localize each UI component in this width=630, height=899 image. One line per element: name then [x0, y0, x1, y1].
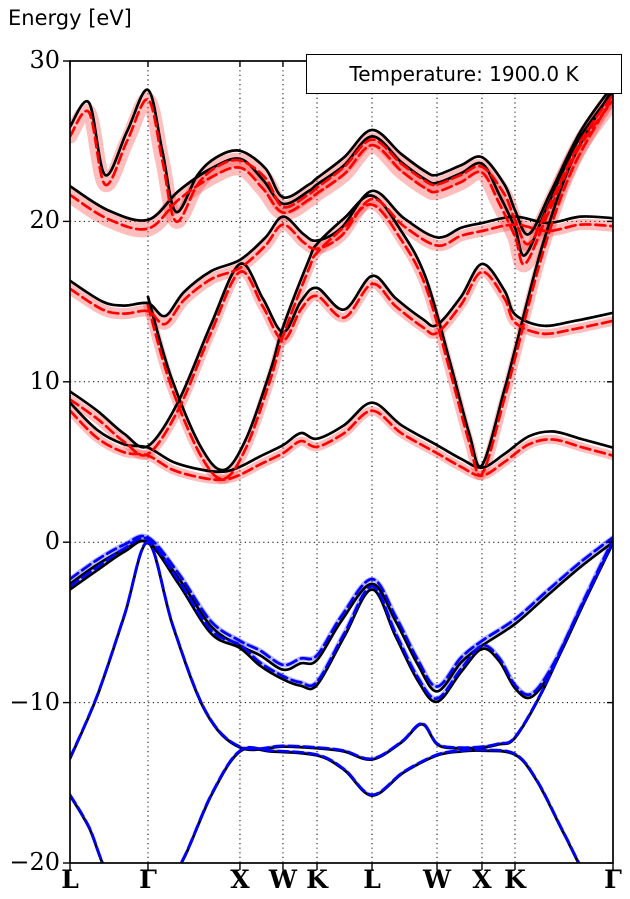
- c4-renormalized: [70, 197, 613, 326]
- c6-renormalized: [70, 98, 613, 266]
- v3-bare: [70, 539, 613, 704]
- band-curves: [70, 83, 613, 863]
- y-tick-label: −20: [9, 847, 60, 876]
- c4-bare: [70, 189, 613, 318]
- c1-renormalized: [70, 409, 613, 482]
- y-tick-label: −10: [9, 687, 60, 716]
- x-tick-label: Γ: [139, 865, 157, 894]
- y-tick-label: 10: [29, 366, 60, 395]
- x-tick-label: Γ: [604, 865, 622, 894]
- v2-broadening: [70, 540, 613, 761]
- v2-renormalized: [70, 540, 613, 761]
- v3-renormalized: [70, 536, 613, 700]
- y-axis-title: Energy [eV]: [8, 6, 132, 30]
- x-tick-label: W: [268, 865, 297, 894]
- c6-bare: [70, 90, 613, 257]
- x-tick-label: L: [61, 865, 79, 894]
- x-tick-label: X: [230, 865, 250, 894]
- c3-renormalized: [146, 95, 613, 481]
- v2-bare: [70, 541, 613, 762]
- c2-renormalized: [70, 270, 613, 457]
- x-tick-label: W: [422, 865, 452, 894]
- v4-renormalized: [70, 534, 613, 688]
- y-tick-label: 0: [44, 527, 60, 556]
- c5-renormalized: [70, 93, 613, 246]
- v1-renormalized: [70, 745, 581, 863]
- temperature-legend: Temperature: 1900.0 K: [306, 54, 622, 94]
- c1-bare: [70, 401, 613, 474]
- y-tick-label: 30: [29, 45, 60, 74]
- temperature-legend-label: Temperature: 1900.0 K: [349, 62, 579, 86]
- y-tick-label: 20: [29, 206, 60, 235]
- c2-bare: [70, 262, 613, 449]
- x-tick-label: X: [472, 865, 492, 894]
- x-tick-label: K: [306, 865, 328, 894]
- v4-bare: [70, 539, 613, 693]
- x-tick-label: K: [504, 865, 526, 894]
- c5-bare: [70, 83, 613, 236]
- x-tick-label: L: [363, 865, 381, 894]
